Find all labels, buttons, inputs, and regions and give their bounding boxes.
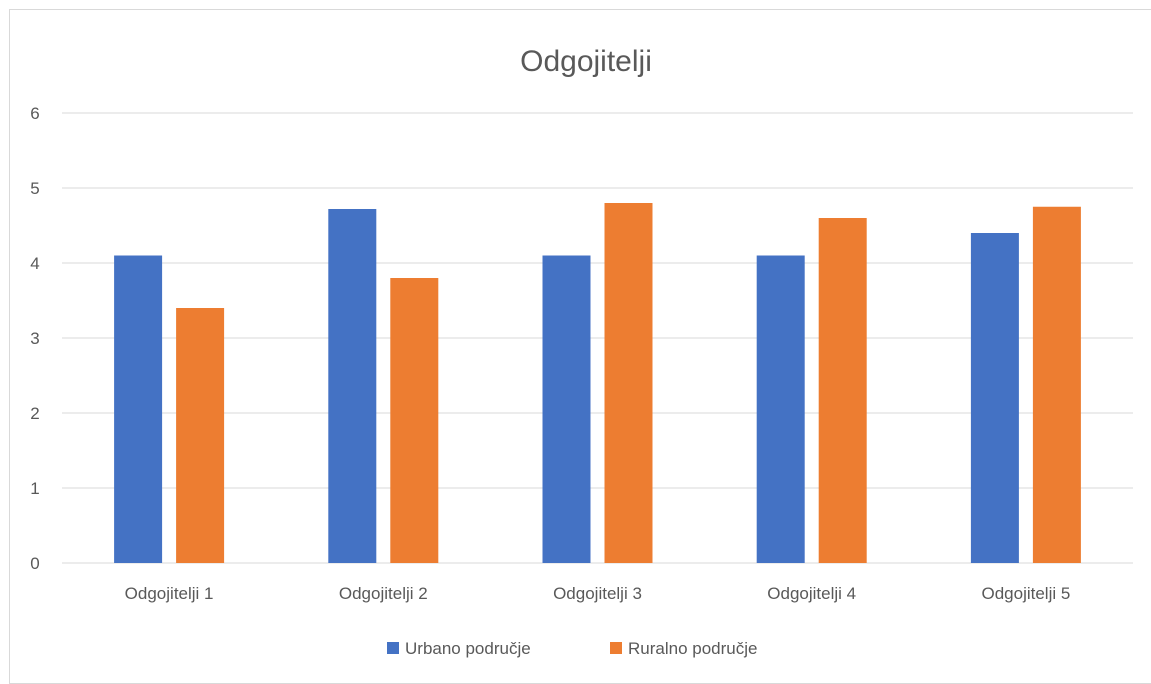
y-tick-label: 1 <box>30 479 39 498</box>
legend: Urbano područje Ruralno područje <box>387 639 757 658</box>
x-tick-label: Odgojitelji 2 <box>339 584 428 603</box>
y-tick-label: 2 <box>30 404 39 423</box>
y-tick-label: 3 <box>30 329 39 348</box>
x-tick-label: Odgojitelji 5 <box>981 584 1070 603</box>
bar-urbano-3 <box>542 255 591 563</box>
gridlines <box>62 112 1133 564</box>
bar-urbano-4 <box>756 255 805 563</box>
legend-label: Ruralno područje <box>628 639 757 658</box>
x-tick-label: Odgojitelji 4 <box>767 584 856 603</box>
bar-urbano-5 <box>970 233 1019 563</box>
legend-label: Urbano područje <box>405 639 531 658</box>
x-tick-label: Odgojitelji 1 <box>125 584 214 603</box>
bar-urbano-2 <box>328 209 377 563</box>
chart-title: Odgojitelji <box>520 45 652 78</box>
y-tick-label: 6 <box>30 104 39 123</box>
bar-ruralno-5 <box>1032 206 1081 563</box>
legend-swatch <box>387 642 399 654</box>
y-tick-label: 4 <box>30 254 39 273</box>
x-tick-label: Odgojitelji 3 <box>553 584 642 603</box>
bar-ruralno-4 <box>818 218 867 563</box>
bar-urbano-1 <box>114 255 163 563</box>
bar-ruralno-2 <box>390 278 439 563</box>
y-tick-label: 0 <box>30 554 39 573</box>
y-tick-label: 5 <box>30 179 39 198</box>
x-axis-ticks: Odgojitelji 1 Odgojitelji 2 Odgojitelji 3 O… <box>125 584 1071 603</box>
legend-swatch <box>610 642 622 654</box>
bar-ruralno-3 <box>604 203 653 563</box>
bar-ruralno-1 <box>176 308 225 563</box>
y-axis-ticks: 0 1 2 3 4 5 6 <box>30 104 39 573</box>
bars <box>114 203 1081 563</box>
